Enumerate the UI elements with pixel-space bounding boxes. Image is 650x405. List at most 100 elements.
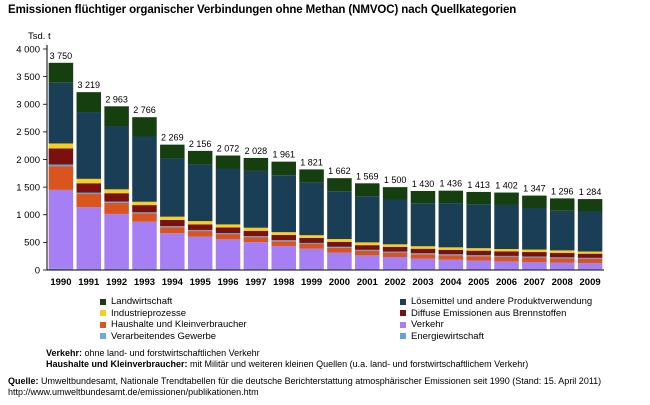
legend-swatch	[100, 298, 106, 305]
y-tick-label: 4 000	[16, 44, 40, 55]
bar-segment-diffuse-emissionen-aus-brennstoffen	[522, 252, 547, 257]
bar-segment-l-semittel-und-andere-produktverwendung	[382, 199, 408, 245]
legend-item: Industrieprozesse	[100, 308, 186, 319]
bar-segment-l-semittel-und-andere-produktverwendung	[271, 175, 296, 233]
bar-segment-haushalte-und-kleinverbraucher	[243, 237, 269, 243]
bar-segment-landwirtschaft	[355, 183, 380, 197]
bar-total-label: 1 413	[467, 180, 490, 190]
bar-segment-energiewirtschaft	[160, 226, 185, 228]
y-axis-label: Tsd. t	[28, 31, 51, 42]
bar-segment-verkehr	[549, 262, 575, 270]
bar-segment-energiewirtschaft	[382, 251, 408, 253]
bar-segment-l-semittel-und-andere-produktverwendung	[355, 196, 380, 243]
legend-label: Lösemittel und andere Produktverwendung	[411, 296, 593, 307]
bar-segment-l-semittel-und-andere-produktverwendung	[76, 112, 102, 179]
bar-segment-industrieprozesse	[104, 189, 129, 194]
bar-segment-diffuse-emissionen-aus-brennstoffen	[187, 224, 213, 230]
bar-segment-verkehr	[577, 263, 603, 270]
bar-segment-landwirtschaft	[327, 178, 352, 192]
bar-segment-landwirtschaft	[271, 161, 296, 176]
bar-segment-haushalte-und-kleinverbraucher	[522, 257, 547, 262]
bar-segment-haushalte-und-kleinverbraucher	[104, 202, 129, 214]
bar-segment-diffuse-emissionen-aus-brennstoffen	[355, 245, 380, 250]
bar-segment-industrieprozesse	[132, 201, 157, 206]
bar-segment-l-semittel-und-andere-produktverwendung	[215, 168, 241, 225]
bar-segment-diffuse-emissionen-aus-brennstoffen	[132, 205, 157, 213]
bar-segment-diffuse-emissionen-aus-brennstoffen	[466, 250, 491, 256]
note-verkehr: Verkehr: ohne land- und forstwirtschaftl…	[46, 348, 528, 359]
y-tick-label: 2 500	[16, 127, 40, 138]
bar-segment-verkehr	[299, 248, 324, 270]
bar-segment-industrieprozesse	[466, 248, 491, 251]
bar-segment-l-semittel-und-andere-produktverwendung	[327, 191, 352, 240]
bar-segment-energiewirtschaft	[299, 242, 324, 245]
bar-total-label: 2 156	[189, 139, 212, 149]
legend-swatch	[400, 298, 406, 305]
source-note: Quelle: Umweltbundesamt, Nationale Trend…	[8, 376, 640, 398]
x-tick-label: 1997	[245, 277, 266, 288]
bar-total-label: 2 028	[245, 146, 268, 156]
legend-item: Energiewirtschaft	[400, 331, 484, 342]
bar-total-label: 1 569	[356, 171, 379, 181]
bar-segment-diffuse-emissionen-aus-brennstoffen	[327, 241, 352, 247]
bar-segment-energiewirtschaft	[215, 232, 241, 235]
bar-segment-industrieprozesse	[438, 247, 464, 250]
bar-segment-haushalte-und-kleinverbraucher	[410, 254, 436, 259]
note-verkehr-label: Verkehr:	[46, 348, 83, 358]
bar-segment-landwirtschaft	[132, 117, 157, 137]
legend-swatch	[100, 310, 106, 316]
bar-segment-landwirtschaft	[160, 144, 185, 159]
bar-segment-l-semittel-und-andere-produktverwendung	[438, 203, 464, 248]
x-tick-label: 1994	[162, 277, 184, 288]
bar-segment-l-semittel-und-andere-produktverwendung	[549, 210, 575, 251]
bar-segment-haushalte-und-kleinverbraucher	[132, 213, 157, 222]
x-tick-label: 1995	[190, 277, 212, 288]
y-tick-label: 3 000	[16, 100, 40, 111]
y-tick-label: 0	[35, 265, 40, 276]
chart-title: Emissionen flüchtiger organischer Verbin…	[8, 4, 517, 16]
bar-segment-verkehr	[271, 245, 296, 270]
y-tick-label: 1 000	[16, 210, 40, 221]
bar-segment-l-semittel-und-andere-produktverwendung	[132, 136, 157, 202]
legend-label: Haushalte und Kleinverbraucher	[111, 319, 247, 330]
bar-segment-industrieprozesse	[549, 250, 575, 253]
note-haushalte-label: Haushalte und Kleinverbraucher:	[46, 359, 188, 369]
bar-segment-diffuse-emissionen-aus-brennstoffen	[76, 183, 102, 193]
bar-segment-energiewirtschaft	[522, 256, 547, 258]
bar-segment-verkehr	[104, 213, 129, 270]
bar-segment-verarbeitendes-gewerbe	[48, 268, 74, 270]
bar-segment-industrieprozesse	[215, 224, 241, 228]
bar-segment-landwirtschaft	[48, 62, 74, 83]
x-tick-label: 2005	[468, 277, 490, 288]
bar-segment-diffuse-emissionen-aus-brennstoffen	[215, 227, 241, 233]
bar-total-label: 1 402	[495, 181, 518, 191]
bar-segment-haushalte-und-kleinverbraucher	[355, 250, 380, 256]
bar-segment-l-semittel-und-andere-produktverwendung	[466, 204, 491, 249]
bar-segment-energiewirtschaft	[132, 212, 157, 214]
x-tick-label: 2000	[329, 277, 350, 288]
source-text: Umweltbundesamt, Nationale Trendtabellen…	[8, 376, 602, 397]
bar-total-label: 1 296	[551, 186, 574, 196]
bar-segment-energiewirtschaft	[243, 236, 269, 238]
bar-total-label: 2 963	[105, 94, 128, 104]
bar-segment-l-semittel-und-andere-produktverwendung	[48, 82, 74, 144]
legend-swatch	[400, 310, 406, 316]
legend-label: Industrieprozesse	[111, 307, 186, 319]
x-tick-label: 2008	[552, 277, 573, 288]
bar-segment-industrieprozesse	[355, 242, 380, 246]
bar-segment-verkehr	[160, 233, 185, 270]
bar-segment-haushalte-und-kleinverbraucher	[215, 234, 241, 240]
bar-segment-energiewirtschaft	[577, 257, 603, 259]
y-tick-label: 2 000	[16, 155, 40, 166]
legend-label: Verkehr	[411, 319, 444, 330]
x-tick-label: 1992	[106, 277, 127, 288]
bar-segment-diffuse-emissionen-aus-brennstoffen	[271, 234, 296, 241]
bar-segment-haushalte-und-kleinverbraucher	[466, 256, 491, 261]
x-tick-label: 1993	[134, 277, 155, 288]
bar-segment-diffuse-emissionen-aus-brennstoffen	[549, 252, 575, 258]
legend-label: Diffuse Emissionen aus Brennstoffen	[411, 307, 567, 319]
bar-segment-l-semittel-und-andere-produktverwendung	[187, 164, 213, 222]
bar-segment-energiewirtschaft	[410, 253, 436, 255]
bar-segment-industrieprozesse	[299, 235, 324, 238]
bar-segment-verkehr	[438, 259, 464, 270]
